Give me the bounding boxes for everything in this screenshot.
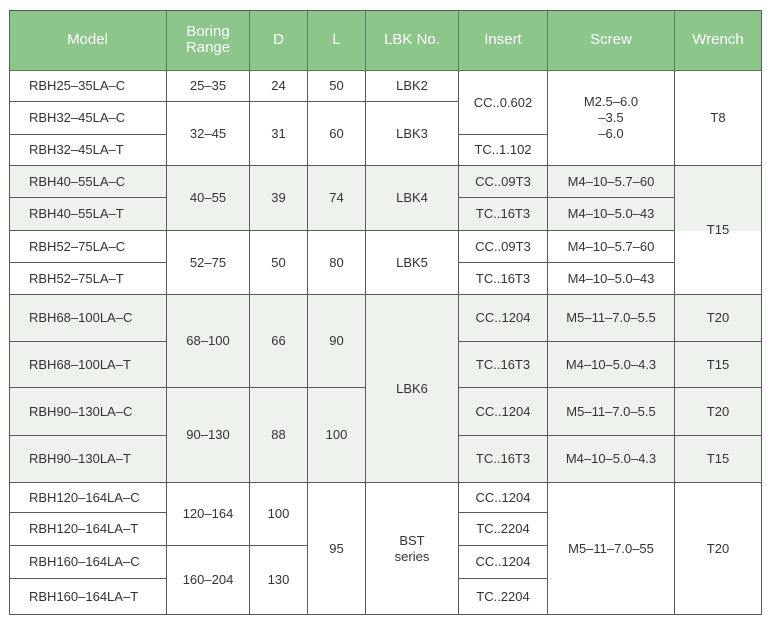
model-cell: RBH68–100LA–T [9,342,167,388]
d-cell: 50 [250,231,308,295]
model-cell: RBH40–55LA–C [9,166,167,198]
insert-cell: TC..16T3 [459,263,548,295]
model-cell: RBH68–100LA–C [9,295,167,342]
lbk-no-cell: BST series [366,483,459,615]
screw-cell: M4–10–5.7–60 [548,231,675,263]
model-cell: RBH32–45LA–C [9,102,167,135]
l-cell: 50 [308,71,366,102]
d-cell: 31 [250,102,308,166]
insert-cell: TC..2204 [459,513,548,546]
model-cell: RBH25–35LA–C [9,71,167,102]
screw-cell: M4–10–5.0–4.3 [548,342,675,388]
model-cell: RBH52–75LA–T [9,263,167,295]
header-insert: Insert [459,10,548,71]
d-cell: 66 [250,295,308,388]
insert-cell: CC..0.602 [459,71,548,135]
screw-cell: M5–11–7.0–5.5 [548,388,675,436]
header-wrench: Wrench [675,10,762,71]
screw-cell: M5–11–7.0–55 [548,483,675,615]
boring-range-cell: 40–55 [167,166,250,231]
model-cell: RBH160–164LA–C [9,546,167,579]
d-cell: 88 [250,388,308,483]
lbk-no-cell: LBK6 [366,295,459,483]
model-cell: RBH160–164LA–T [9,579,167,615]
model-cell: RBH32–45LA–T [9,135,167,166]
model-cell: RBH120–164LA–T [9,513,167,546]
wrench-cell: T20 [675,483,762,615]
insert-cell: CC..1204 [459,483,548,513]
shaded-row-group [9,166,762,231]
boring-range-cell: 120–164 [167,483,250,546]
header-d: D [250,10,308,71]
l-cell: 100 [308,388,366,483]
shaded-row-group [9,295,762,483]
d-cell: 130 [250,546,308,615]
d-cell: 39 [250,166,308,231]
wrench-cell: T20 [675,388,762,436]
header-screw: Screw [548,10,675,71]
boring-range-cell: 68–100 [167,295,250,388]
screw-cell: M5–11–7.0–5.5 [548,295,675,342]
insert-cell: CC..1204 [459,388,548,436]
wrench-cell: T15 [675,436,762,483]
wrench-cell: T20 [675,295,762,342]
l-cell: 60 [308,102,366,166]
boring-range-cell: 25–35 [167,71,250,102]
l-cell: 74 [308,166,366,231]
model-cell: RBH90–130LA–T [9,436,167,483]
insert-cell: CC..09T3 [459,231,548,263]
model-cell: RBH120–164LA–C [9,483,167,513]
boring-range-cell: 32–45 [167,102,250,166]
screw-cell: M4–10–5.0–43 [548,198,675,231]
l-cell: 80 [308,231,366,295]
wrench-cell: T15 [675,342,762,388]
header-boring-range: Boring Range [167,10,250,71]
insert-cell: CC..1204 [459,295,548,342]
insert-cell: TC..2204 [459,579,548,615]
header-l: L [308,10,366,71]
lbk-no-cell: LBK2 [366,71,459,102]
d-cell: 100 [250,483,308,546]
l-cell: 90 [308,295,366,388]
l-cell: 95 [308,483,366,615]
model-cell: RBH90–130LA–C [9,388,167,436]
screw-cell: M4–10–5.0–4.3 [548,436,675,483]
screw-cell: M4–10–5.0–43 [548,263,675,295]
lbk-no-cell: LBK4 [366,166,459,231]
insert-cell: TC..16T3 [459,342,548,388]
lbk-no-cell: LBK3 [366,102,459,166]
insert-cell: TC..16T3 [459,436,548,483]
header-model: Model [9,10,167,71]
insert-cell: CC..09T3 [459,166,548,198]
header-background [9,10,762,71]
lbk-no-cell: LBK5 [366,231,459,295]
boring-range-cell: 52–75 [167,231,250,295]
insert-cell: TC..1.102 [459,135,548,166]
boring-range-cell: 160–204 [167,546,250,615]
d-cell: 24 [250,71,308,102]
wrench-cell: T8 [675,71,762,166]
boring-range-cell: 90–130 [167,388,250,483]
header-lbk-no: LBK No. [366,10,459,71]
model-cell: RBH40–55LA–T [9,198,167,231]
screw-cell: M4–10–5.7–60 [548,166,675,198]
screw-cell: M2.5–6.0 –3.5 –6.0 [548,71,675,166]
insert-cell: TC..16T3 [459,198,548,231]
insert-cell: CC..1204 [459,546,548,579]
wrench-cell: T15 [675,166,762,295]
model-cell: RBH52–75LA–C [9,231,167,263]
